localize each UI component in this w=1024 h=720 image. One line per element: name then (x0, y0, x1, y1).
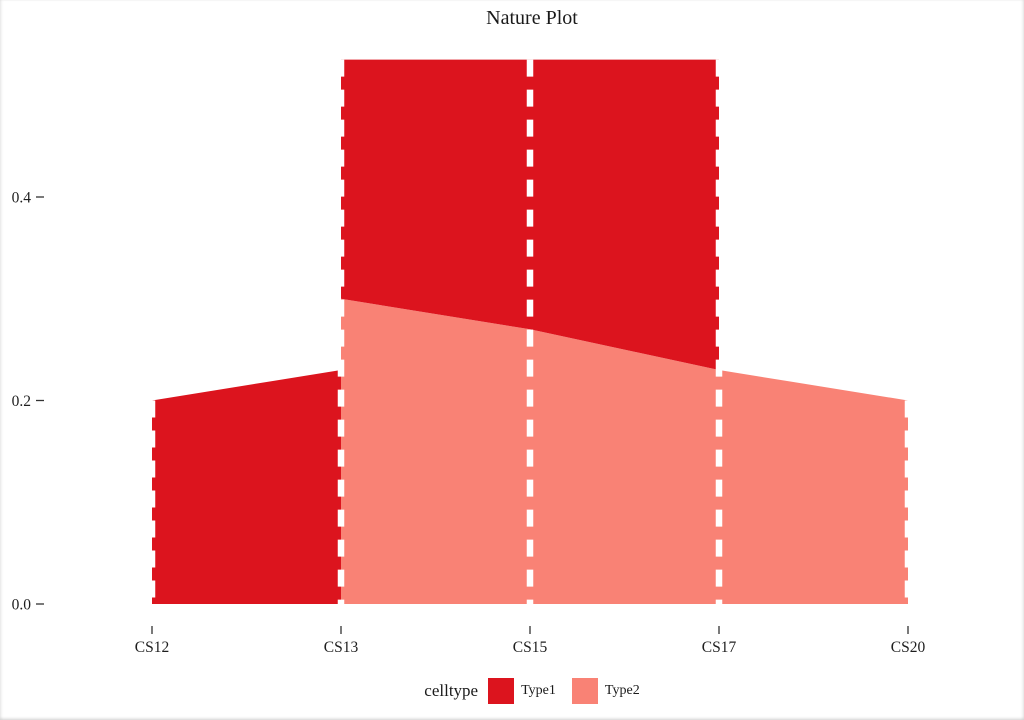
legend-title: celltype (424, 681, 479, 700)
y-tick-label-0.4: 0.4 (12, 190, 32, 207)
legend-label-type1: Type1 (521, 683, 556, 698)
type1-area (152, 370, 341, 604)
legend-swatch-type1 (488, 678, 515, 704)
x-tick-label-cs17: CS17 (702, 639, 737, 656)
legend-label-type2: Type2 (604, 683, 640, 698)
x-tick-label-cs20: CS20 (891, 639, 926, 656)
legend-swatch-type2 (571, 678, 598, 704)
legend: celltype Type1 Type2 (40, 676, 1024, 706)
x-tick-label-cs15: CS15 (513, 639, 548, 656)
x-tick-label-cs13: CS13 (324, 639, 359, 656)
chart-area: CS12 CS13 CS15 CS17 CS20 0.0 0.2 0.4 (12, 59, 926, 656)
y-tick-label-0.2: 0.2 (12, 393, 31, 410)
y-tick-label-0.0: 0.0 (12, 597, 32, 614)
type2-area (341, 298, 908, 604)
plot-title: Nature Plot (486, 7, 578, 29)
x-tick-label-cs12: CS12 (135, 639, 169, 656)
